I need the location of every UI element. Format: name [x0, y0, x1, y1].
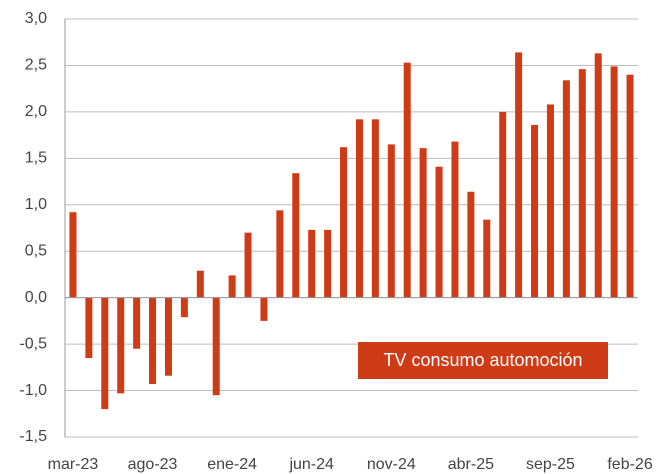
bar [355, 119, 363, 298]
y-tick-label: -1,5 [19, 428, 47, 445]
bar [69, 212, 77, 298]
bar [180, 297, 188, 318]
y-tick-label: 0,5 [25, 242, 47, 259]
bar [133, 297, 141, 349]
bar [117, 297, 125, 394]
y-tick-label: 1,5 [25, 150, 47, 167]
bar [371, 119, 379, 298]
bar [562, 80, 570, 298]
y-tick-label: 3,0 [25, 10, 47, 27]
bar [515, 52, 523, 298]
x-tick-label: mar-23 [48, 456, 99, 473]
legend-label: TV consumo automoción [383, 350, 582, 370]
bar [244, 232, 252, 298]
bar [149, 297, 157, 385]
y-tick-label: 0,0 [25, 289, 47, 306]
bar [292, 173, 300, 298]
bar [610, 66, 618, 298]
x-tick-label: sep-25 [526, 456, 575, 473]
bar [531, 124, 539, 298]
bar [276, 210, 284, 298]
bar [101, 297, 109, 410]
bar [324, 229, 332, 298]
x-tick-label: jun-24 [288, 456, 334, 473]
x-tick-label: ago-23 [128, 456, 178, 473]
bar [499, 111, 507, 298]
y-tick-label: -0,5 [19, 335, 47, 352]
bar [626, 74, 634, 298]
bar [340, 147, 348, 298]
bar [419, 148, 427, 298]
bar [228, 275, 236, 298]
y-tick-label: -1,0 [19, 382, 47, 399]
bar [451, 141, 459, 298]
bar [212, 297, 220, 396]
bar [467, 191, 475, 298]
x-tick-label: feb-26 [607, 456, 652, 473]
x-tick-label: ene-24 [207, 456, 257, 473]
bar [260, 297, 268, 321]
x-tick-label: abr-25 [448, 456, 494, 473]
bar [435, 166, 443, 298]
bar [308, 229, 316, 298]
y-tick-label: 1,0 [25, 196, 47, 213]
y-tick-label: 2,0 [25, 103, 47, 120]
bar [578, 69, 586, 298]
bar [387, 144, 395, 298]
x-tick-label: nov-24 [367, 456, 416, 473]
bar [85, 297, 93, 359]
y-tick-label: 2,5 [25, 57, 47, 74]
bar [164, 297, 172, 376]
bar [403, 62, 411, 298]
bar [594, 53, 602, 298]
bar [196, 270, 204, 298]
legend-box [358, 342, 608, 379]
bar [546, 104, 554, 298]
bar [483, 219, 491, 298]
